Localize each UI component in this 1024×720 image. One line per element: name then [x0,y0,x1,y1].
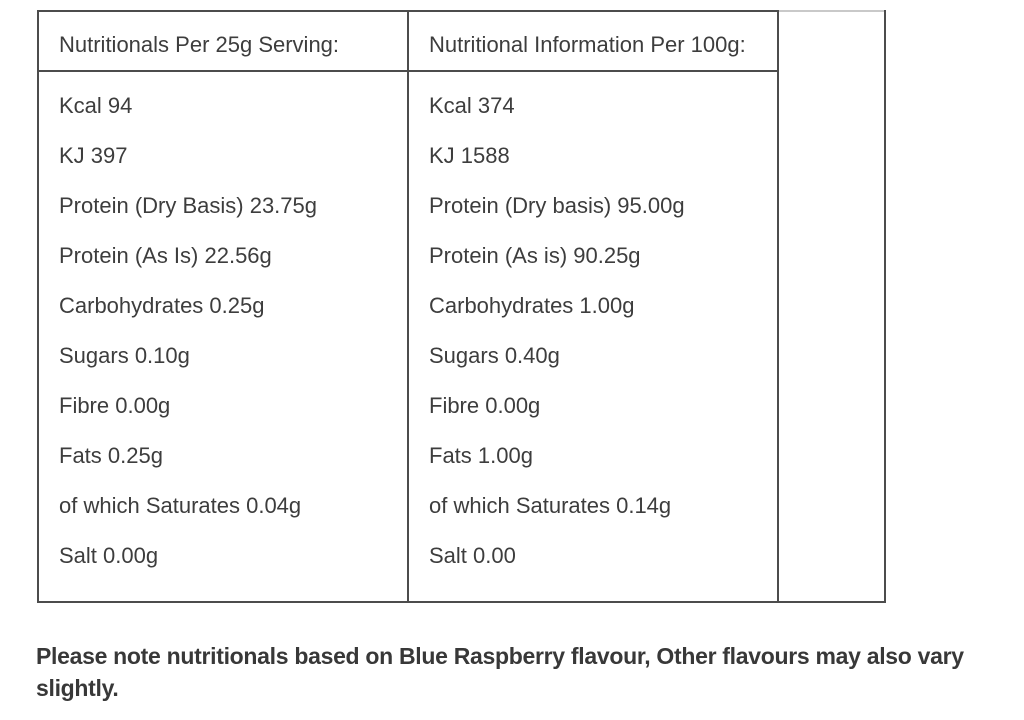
nutrition-line-fats-25g: Fats 0.25g [59,443,163,468]
flavour-note: Please note nutritionals based on Blue R… [36,643,964,701]
nutrition-line-protein-asis-25g: Protein (As Is) 22.56g [59,243,272,268]
nutrition-line-fibre-100g: Fibre 0.00g [429,393,541,418]
nutrition-line-protein-asis-100g: Protein (As is) 90.25g [429,243,641,268]
empty-column-cell [777,10,886,603]
header-per-100g: Nutritional Information Per 100g: [407,10,779,72]
nutrition-line-protein-dry-25g: Protein (Dry Basis) 23.75g [59,193,317,218]
header-per-25g-serving: Nutritionals Per 25g Serving: [37,10,409,72]
nutrition-line-carbs-100g: Carbohydrates 1.00g [429,293,635,318]
table-header-row: Nutritionals Per 25g Serving: Nutritiona… [37,10,886,603]
nutrition-line-kj-100g: KJ 1588 [429,143,510,168]
nutrition-table: Nutritionals Per 25g Serving: Nutritiona… [37,10,886,603]
nutrition-line-protein-dry-100g: Protein (Dry basis) 95.00g [429,193,685,218]
nutrition-line-sugars-25g: Sugars 0.10g [59,343,190,368]
nutrition-line-sugars-100g: Sugars 0.40g [429,343,560,368]
nutrition-line-fats-100g: Fats 1.00g [429,443,533,468]
nutrition-line-salt-25g: Salt 0.00g [59,543,159,568]
nutrition-line-fibre-25g: Fibre 0.00g [59,393,171,418]
nutrition-line-kcal-100g: Kcal 374 [429,93,515,118]
nutrition-line-saturates-25g: of which Saturates 0.04g [59,493,302,518]
nutrition-line-salt-100g: Salt 0.00 [429,543,516,568]
nutrition-line-saturates-100g: of which Saturates 0.14g [429,493,672,518]
nutrition-line-carbs-25g: Carbohydrates 0.25g [59,293,265,318]
table-body-row: Kcal 94 KJ 397 Protein (Dry Basis) 23.75… [37,70,885,603]
nutrition-line-kj-25g: KJ 397 [59,143,128,168]
nutrition-line-kcal-25g: Kcal 94 [59,93,133,118]
per-100g-values-cell: Kcal 374 KJ 1588 Protein (Dry basis) 95.… [407,70,779,603]
per-25g-values-cell: Kcal 94 KJ 397 Protein (Dry Basis) 23.75… [37,70,409,603]
